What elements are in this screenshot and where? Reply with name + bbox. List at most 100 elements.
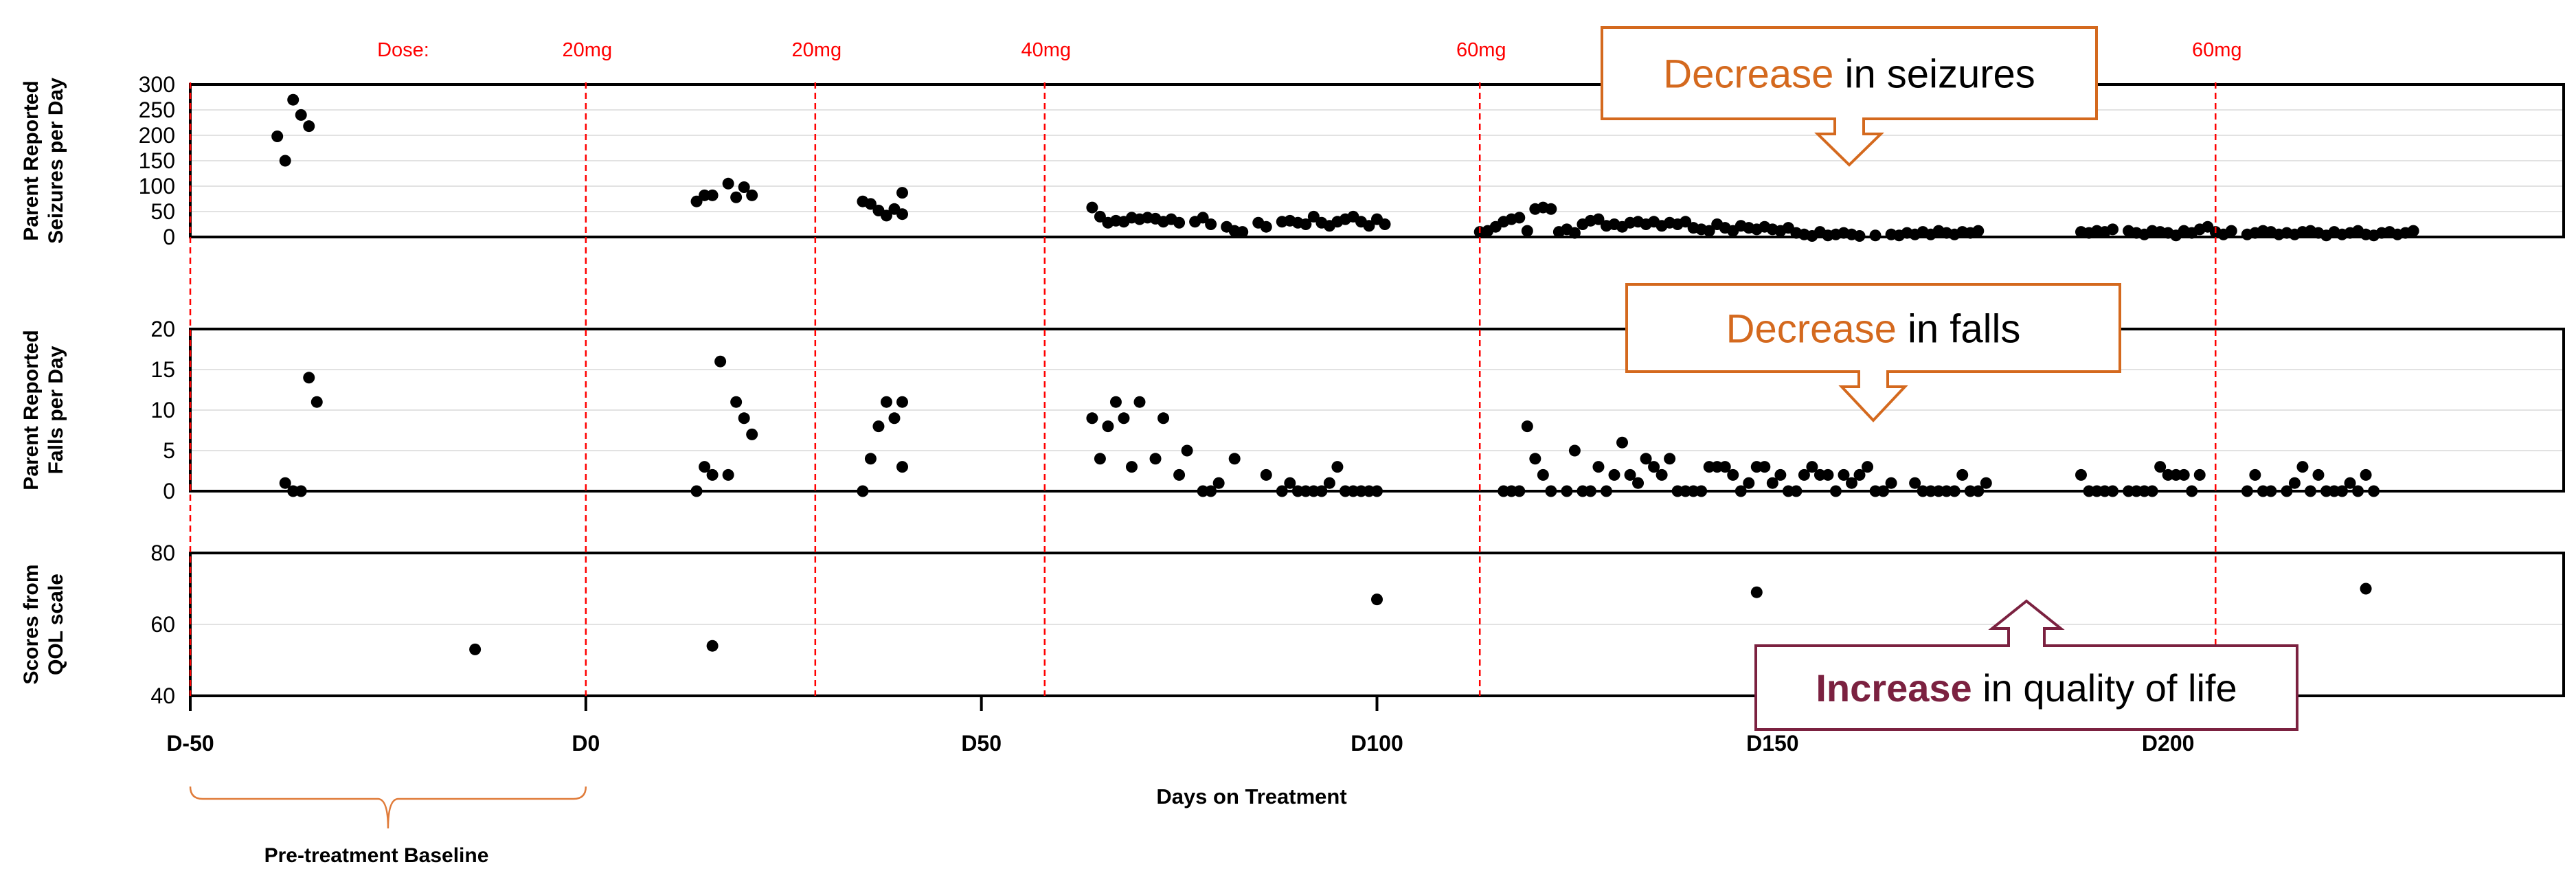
data-point (1656, 468, 1668, 481)
data-point (2360, 468, 2372, 481)
data-point (1806, 461, 1818, 473)
data-point (2146, 485, 2158, 497)
data-point (1624, 468, 1636, 481)
data-point (2336, 485, 2349, 497)
x-tick-label: D200 (2142, 731, 2195, 756)
data-point (1600, 485, 1612, 497)
data-point (1521, 420, 1533, 433)
data-point (1157, 412, 1170, 425)
data-point (872, 420, 885, 433)
data-point (2193, 468, 2206, 481)
data-point (1086, 201, 1098, 214)
dose-label: Dose: (377, 39, 429, 61)
data-point (279, 155, 291, 167)
data-point (1664, 453, 1676, 465)
data-point (2241, 485, 2253, 497)
data-point (690, 195, 703, 207)
data-point (1853, 230, 1866, 242)
data-point (1379, 218, 1391, 230)
data-point (2352, 485, 2364, 497)
callout-text: Decrease in falls (1726, 306, 2021, 351)
data-point (1300, 218, 1312, 230)
data-point (1750, 586, 1763, 598)
data-point (1640, 453, 1652, 465)
data-point (1568, 227, 1581, 239)
data-point (1853, 468, 1866, 481)
y-tick-label: 5 (163, 438, 175, 463)
data-point (1125, 461, 1138, 473)
data-point (2186, 485, 2198, 497)
data-point (1838, 468, 1850, 481)
y-tick-label: 50 (150, 199, 175, 224)
y-axis-label: Parent Reported Seizures per Day (20, 78, 67, 244)
data-point (1632, 477, 1645, 489)
data-point (2178, 468, 2190, 481)
callout-box (1754, 599, 2298, 731)
data-point (706, 189, 719, 201)
data-point (1323, 477, 1335, 489)
data-point (896, 461, 908, 473)
data-point (1260, 468, 1272, 481)
baseline-label: Pre-treatment Baseline (264, 844, 489, 867)
data-point (1094, 453, 1106, 465)
data-point (1766, 477, 1778, 489)
data-point (880, 210, 892, 222)
data-point (1862, 461, 1874, 473)
callout-emphasis: Increase (1816, 666, 1971, 710)
y-tick-label: 250 (139, 98, 175, 122)
data-point (1592, 213, 1605, 225)
data-point (1173, 468, 1186, 481)
data-point (1537, 468, 1549, 481)
callout-rest: in quality of life (1972, 666, 2237, 710)
y-tick-label: 100 (139, 174, 175, 199)
data-point (2288, 477, 2301, 489)
y-tick-label: 10 (150, 398, 175, 422)
y-tick-label: 60 (150, 612, 175, 637)
x-tick-label: D150 (1746, 731, 1799, 756)
callout-emphasis: Decrease (1726, 306, 1897, 351)
data-point (1885, 477, 1897, 489)
data-point (722, 177, 734, 190)
data-point (746, 428, 758, 440)
dose-change-label: 40mg (1021, 39, 1072, 61)
data-point (303, 120, 315, 133)
data-point (1703, 225, 1715, 237)
data-point (1197, 212, 1209, 224)
data-point (1331, 461, 1344, 473)
data-point (1371, 485, 1383, 497)
data-point (1363, 220, 1375, 232)
data-point (1956, 468, 1969, 481)
annotation-callout-1: Decrease in seizures (1601, 26, 2098, 167)
data-point (2312, 468, 2325, 481)
data-point (1680, 216, 1692, 228)
data-point (880, 396, 892, 408)
data-point (1529, 453, 1541, 465)
data-point (1545, 203, 1557, 215)
data-point (2265, 485, 2277, 497)
data-point (2407, 225, 2419, 237)
data-point (888, 412, 901, 425)
data-point (1094, 210, 1106, 223)
annotation-callout-2: Decrease in falls (1625, 283, 2121, 422)
data-point (1948, 485, 1961, 497)
data-point (1829, 485, 1842, 497)
data-point (287, 93, 300, 106)
y-tick-label: 300 (139, 72, 175, 97)
data-point (1371, 593, 1383, 606)
data-point (1980, 477, 1992, 489)
y-tick-label: 15 (150, 357, 175, 382)
data-point (1181, 444, 1193, 457)
data-point (857, 485, 869, 497)
data-point (1616, 436, 1629, 449)
y-tick-label: 150 (139, 148, 175, 173)
data-point (1774, 468, 1787, 481)
data-point (706, 468, 719, 481)
callout-box (1601, 26, 2098, 167)
data-point (1561, 485, 1573, 497)
dose-change-label: 20mg (563, 39, 613, 61)
y-tick-label: 20 (150, 317, 175, 341)
data-point (295, 485, 307, 497)
data-point (1743, 477, 1755, 489)
data-point (2107, 485, 2119, 497)
